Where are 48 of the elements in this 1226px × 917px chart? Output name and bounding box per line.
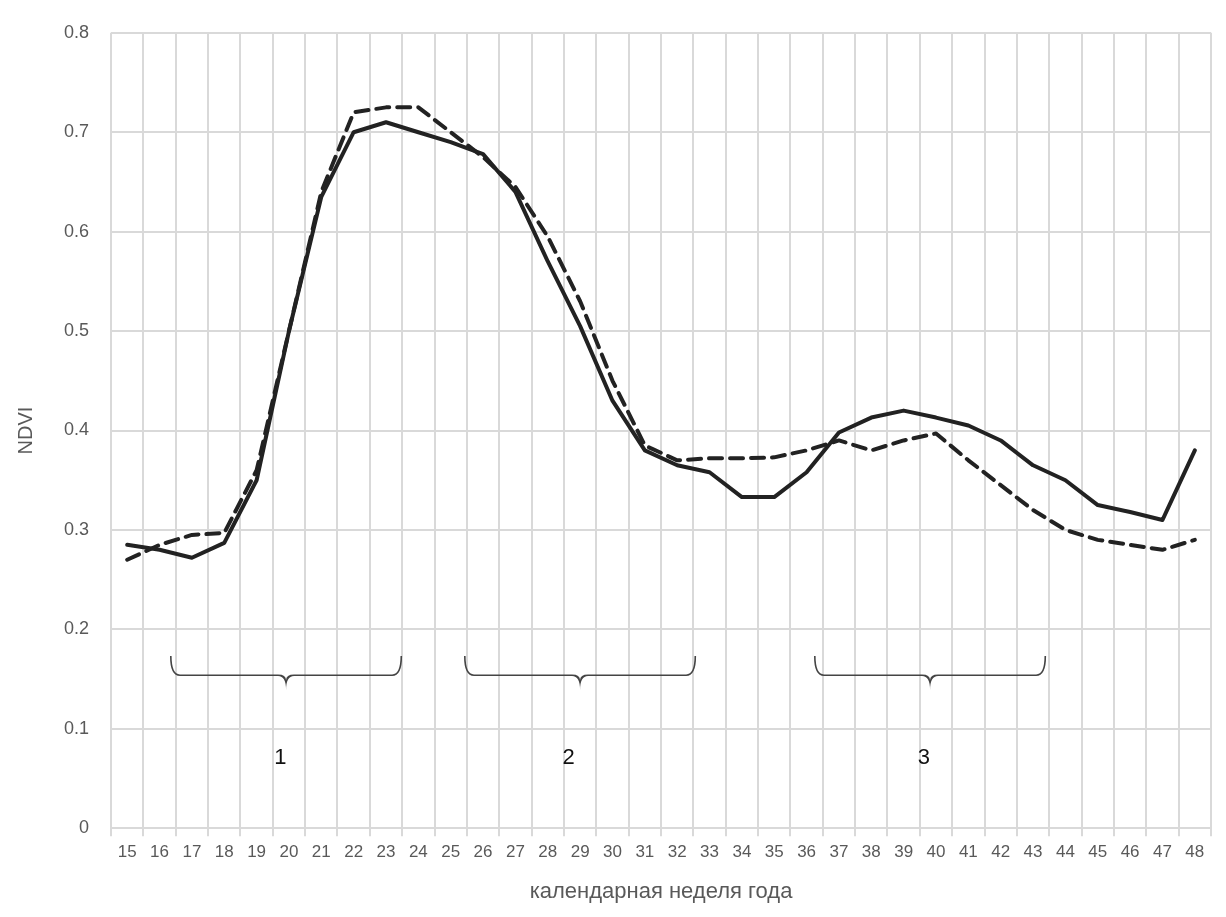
x-tick-label: 47 [1153,842,1172,862]
x-tick-label: 36 [797,842,817,862]
x-tick-label: 39 [894,842,914,862]
y-tick-label: 0.1 [63,717,90,738]
annotation: 3 [917,744,931,770]
x-tick-label: 44 [1055,842,1075,862]
x-tick-label: 15 [117,842,137,862]
y-tick-label: 0.2 [63,618,90,639]
y-tick-label: 0 [79,817,90,838]
x-tick-label: 17 [182,842,202,862]
x-tick-label: 45 [1088,842,1108,862]
x-tick-label: 31 [635,842,655,862]
x-tick-label: 19 [247,842,267,862]
x-tick-label: 33 [700,842,719,862]
annotation: 2 [562,744,575,770]
x-tick-label: 38 [861,842,881,862]
y-tick-label: 0.7 [63,121,90,142]
y-tick-label: 0.4 [63,419,90,440]
y-axis-title: NDVI [13,406,36,455]
y-tick-label: 0.5 [63,320,90,341]
x-axis-title: календарная неделя года [529,877,794,903]
x-tick-label: 29 [570,842,590,862]
x-tick-label: 30 [603,842,622,862]
x-tick-label: 40 [926,842,946,862]
x-tick-label: 16 [150,842,170,862]
x-tick-label: 35 [764,842,784,862]
x-tick-label: 28 [538,842,558,862]
x-tick-label: 34 [732,842,752,862]
y-tick-label: 0.3 [63,518,90,539]
x-tick-label: 22 [344,842,364,862]
x-tick-label: 24 [408,842,428,862]
x-tick-label: 46 [1120,842,1140,862]
x-tick-label: 41 [958,842,978,862]
x-tick-label: 32 [667,842,687,862]
x-tick-label: 20 [279,842,299,862]
x-tick-label: 27 [505,842,525,862]
x-tick-label: 23 [376,842,396,862]
x-tick-label: 37 [829,842,849,862]
x-tick-label: 42 [991,842,1011,862]
x-tick-label: 48 [1185,842,1205,862]
x-tick-label: 26 [473,842,493,862]
y-tick-label: 0.6 [63,220,90,241]
x-tick-label: 21 [311,842,331,862]
x-tick-label: 25 [441,842,461,862]
x-tick-label: 43 [1023,842,1043,862]
x-tick-label: 18 [214,842,234,862]
annotation: 1 [274,744,287,770]
y-tick-label: 0.8 [63,21,90,42]
